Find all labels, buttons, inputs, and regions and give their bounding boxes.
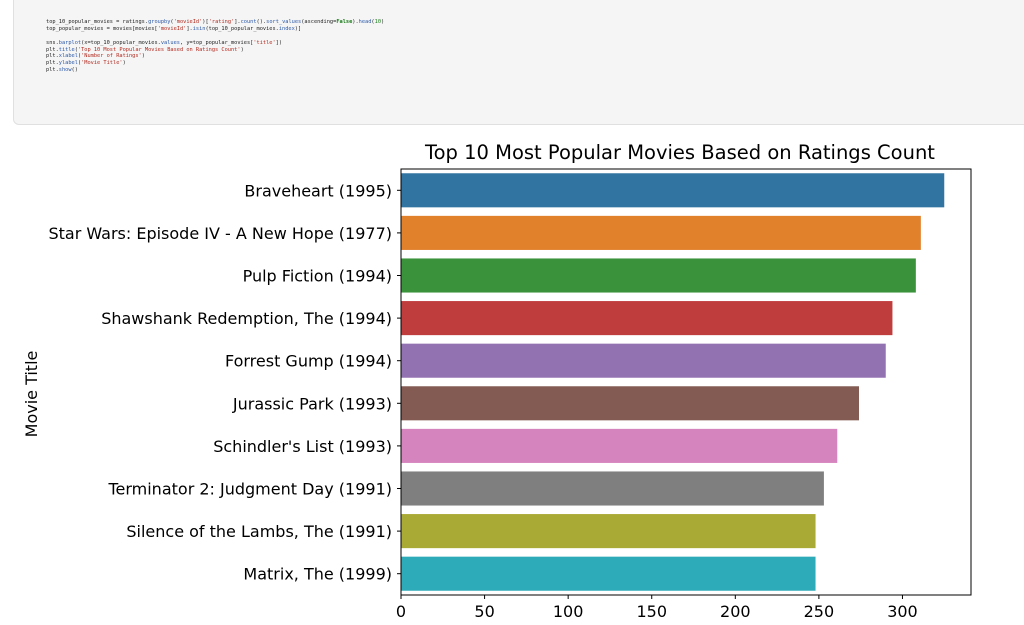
- x-tick-label: 200: [720, 602, 751, 621]
- code-line: plt.xlabel('Number of Ratings'): [46, 53, 384, 60]
- x-tick-label: 150: [636, 602, 667, 621]
- code-line: sns.barplot(x=top_10_popular_movies.valu…: [46, 40, 384, 47]
- code-token: barplot: [58, 39, 82, 46]
- code-token: top_popular_movies = movies[movies[: [46, 25, 158, 32]
- code-line: plt.title('Top 10 Most Popular Movies Ba…: [46, 47, 384, 54]
- code-token: ): [381, 19, 385, 25]
- code-line: [46, 33, 384, 40]
- code-token: top_10_popular_movies = ratings.: [46, 19, 149, 25]
- bar: [401, 343, 886, 378]
- x-tick-label: 50: [474, 602, 494, 621]
- y-tick-label: Schindler's List (1993): [213, 437, 392, 456]
- code-token: plt.: [46, 67, 59, 74]
- code-token: ]): [275, 39, 283, 46]
- code-token: 'rating': [208, 19, 235, 25]
- code-token: 'Number of Ratings': [81, 53, 142, 60]
- code-token: )]: [294, 25, 302, 32]
- code-token: )[: [202, 19, 209, 25]
- code-token: (ascending=: [301, 19, 337, 25]
- code-token: sort_values: [266, 19, 302, 25]
- y-axis-label: Movie Title: [22, 351, 41, 438]
- code-token: 'Top 10 Most Popular Movies Based on Rat…: [77, 46, 241, 53]
- code-token: count: [240, 19, 257, 25]
- bar: [401, 301, 893, 336]
- code-token: ): [240, 46, 244, 53]
- code-token: (: [371, 19, 375, 25]
- code-editor[interactable]: top_10_popular_movies = ratings.groupby(…: [46, 19, 384, 74]
- code-token: show: [58, 67, 72, 74]
- code-token: ].: [234, 19, 241, 25]
- chart-title: Top 10 Most Popular Movies Based on Rati…: [424, 141, 935, 164]
- code-cell[interactable]: top_10_popular_movies = ratings.groupby(…: [13, 0, 1024, 125]
- code-token: 'movieId': [173, 19, 203, 25]
- code-token: 'movieId': [157, 25, 187, 32]
- code-token: (: [170, 19, 174, 25]
- code-token: ).: [352, 19, 359, 25]
- bar: [401, 556, 816, 591]
- code-token: (: [77, 53, 82, 60]
- bar: [401, 173, 945, 208]
- y-tick-label: Terminator 2: Judgment Day (1991): [107, 480, 392, 499]
- code-token: head: [358, 19, 372, 25]
- code-token: , y=top_popular_movies[: [179, 39, 254, 46]
- code-token: plt.: [46, 60, 59, 67]
- y-tick-label: Matrix, The (1999): [243, 565, 392, 584]
- y-tick-label: Silence of the Lambs, The (1991): [126, 522, 392, 541]
- code-token: plt.: [46, 53, 59, 60]
- code-line: plt.ylabel('Movie Title'): [46, 60, 384, 67]
- code-token: plt.: [46, 46, 59, 53]
- code-token: 10: [374, 19, 382, 25]
- bar: [401, 428, 838, 463]
- code-line: top_popular_movies = movies[movies['movi…: [46, 26, 384, 33]
- code-token: title: [58, 46, 75, 53]
- bar-chart: Braveheart (1995) Star Wars: Episode IV -…: [22, 141, 972, 621]
- code-token: ].: [186, 25, 193, 32]
- code-token: (: [74, 46, 78, 53]
- code-line: top_10_popular_movies = ratings.groupby(…: [46, 19, 384, 26]
- code-line: plt.show(): [46, 67, 384, 74]
- code-token: ): [141, 53, 145, 60]
- code-token: groupby: [148, 19, 171, 25]
- y-tick-label: Shawshank Redemption, The (1994): [101, 309, 392, 328]
- code-token: values: [160, 39, 180, 46]
- code-token: ylabel: [58, 60, 78, 67]
- x-tick-label: 300: [887, 602, 918, 621]
- plot-frame: [400, 168, 972, 596]
- x-tick-label: 250: [804, 602, 835, 621]
- bar: [401, 215, 921, 250]
- code-token: sns.: [46, 39, 59, 46]
- code-token: xlabel: [58, 53, 78, 60]
- x-tick-label: 100: [553, 602, 584, 621]
- code-token: index: [278, 25, 295, 32]
- code-token: False: [336, 19, 353, 25]
- y-tick-label: Jurassic Park (1993): [232, 394, 392, 413]
- code-token: 'Movie Title': [81, 60, 123, 67]
- x-tick-label: 0: [396, 602, 406, 621]
- code-token: ().: [256, 19, 267, 25]
- bar: [401, 258, 916, 293]
- code-token: (x=top_10_popular_movies.: [81, 39, 161, 46]
- code-token: (): [71, 67, 78, 74]
- y-tick-label: Star Wars: Episode IV - A New Hope (1977…: [48, 224, 392, 243]
- code-token: (top_10_popular_movies.: [205, 25, 279, 32]
- bar: [401, 514, 816, 549]
- y-tick-label: Pulp Fiction (1994): [243, 267, 392, 286]
- bar: [401, 386, 860, 421]
- y-tick-label: Forrest Gump (1994): [225, 352, 392, 371]
- code-token: (: [77, 60, 82, 67]
- y-tick-label: Braveheart (1995): [244, 181, 392, 200]
- code-token: 'title': [253, 39, 276, 46]
- code-token: ): [122, 60, 126, 67]
- code-token: isin: [192, 25, 206, 32]
- bar: [401, 471, 824, 506]
